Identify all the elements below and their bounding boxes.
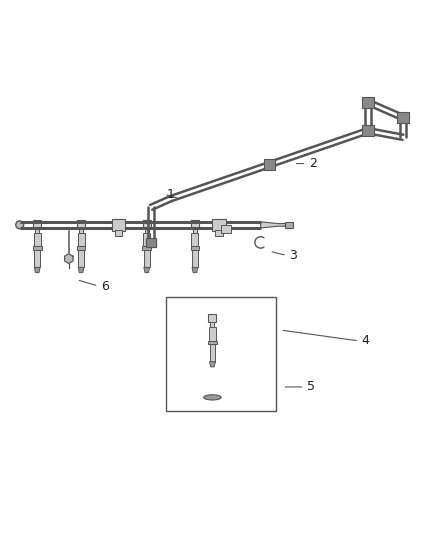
Bar — [362, 125, 374, 136]
Text: 4: 4 — [361, 335, 369, 348]
Polygon shape — [144, 268, 149, 273]
Bar — [221, 225, 231, 233]
Bar — [79, 228, 83, 233]
Bar — [112, 219, 125, 231]
Bar — [285, 222, 293, 228]
Bar — [142, 246, 151, 250]
Bar — [143, 233, 150, 246]
Bar — [208, 341, 217, 344]
Polygon shape — [192, 268, 198, 273]
Text: 1: 1 — [166, 188, 174, 201]
Bar — [145, 228, 149, 233]
Polygon shape — [34, 268, 40, 273]
Bar — [191, 246, 199, 250]
Bar — [210, 322, 215, 327]
Text: 2: 2 — [309, 157, 317, 170]
Bar — [77, 220, 85, 228]
Bar — [33, 246, 42, 250]
Bar — [33, 220, 41, 228]
Bar — [209, 344, 215, 361]
Bar — [192, 250, 198, 268]
Bar — [362, 96, 374, 108]
Ellipse shape — [16, 221, 24, 229]
Text: 5: 5 — [307, 381, 314, 393]
Bar — [78, 233, 85, 246]
Bar — [209, 327, 216, 341]
Polygon shape — [64, 254, 73, 263]
Bar — [34, 233, 41, 246]
Bar — [34, 250, 40, 268]
Text: 3: 3 — [289, 249, 297, 262]
Bar — [264, 159, 275, 170]
Bar — [143, 220, 151, 228]
Ellipse shape — [204, 395, 221, 400]
Bar — [144, 250, 150, 268]
Bar — [146, 238, 156, 247]
Bar — [166, 297, 276, 411]
Polygon shape — [261, 222, 289, 228]
Bar — [78, 250, 84, 268]
Bar — [191, 233, 198, 246]
Bar — [77, 246, 85, 250]
Bar — [193, 228, 197, 233]
Polygon shape — [78, 268, 84, 273]
Bar — [397, 112, 409, 123]
Bar — [212, 219, 226, 231]
Polygon shape — [209, 361, 215, 367]
Bar — [115, 230, 122, 236]
Bar — [215, 230, 223, 236]
Bar — [208, 314, 216, 322]
Bar — [191, 220, 199, 228]
Bar — [35, 228, 39, 233]
Text: 6: 6 — [101, 280, 109, 293]
